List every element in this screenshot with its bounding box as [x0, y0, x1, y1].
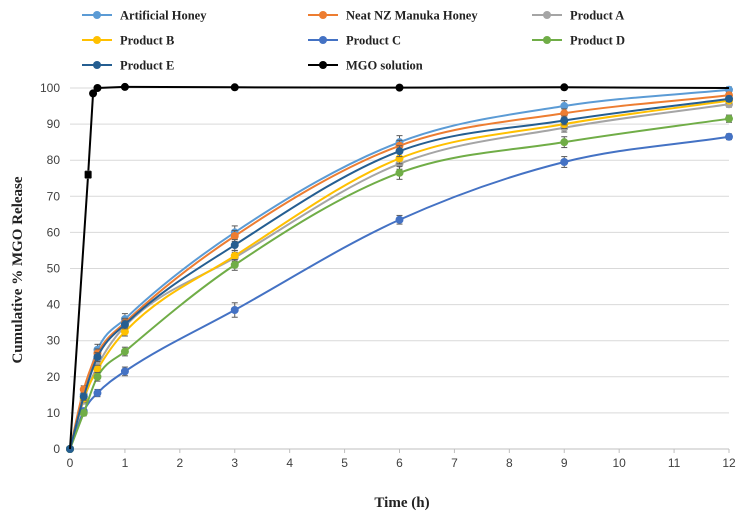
- legend-entry-mgo-solution: MGO solution: [308, 59, 423, 73]
- data-point-product-e-7: [725, 94, 733, 103]
- x-tick-labels: 0 1 2 3 4 5 6 7 8 9 10 11 12: [67, 456, 736, 470]
- data-point-product-b-3: [120, 327, 129, 336]
- legend-label-product-b: Product B: [120, 34, 174, 48]
- y-tick-label-10: 10: [47, 406, 61, 420]
- data-point-product-e-2: [93, 352, 102, 361]
- data-point-artificial-honey-6: [560, 102, 569, 111]
- data-point-product-d-3: [120, 347, 129, 356]
- data-point-product-b-2: [93, 365, 102, 374]
- y-axis-title: Cumulative % MGO Release: [10, 176, 26, 363]
- x-tick-label-11: 11: [668, 456, 681, 470]
- legend-entry-product-c: Product C: [308, 34, 401, 48]
- x-tick-label-2: 2: [176, 456, 183, 470]
- y-tick-labels: 0 10 20 30 40 50 60 70 80 90 100: [40, 81, 60, 456]
- data-point-mgo-solution-3: [93, 84, 102, 92]
- y-tick-label-0: 0: [53, 442, 60, 456]
- legend-swatch-marker: [319, 36, 327, 44]
- legend-label-product-a: Product A: [570, 9, 624, 23]
- legend-entry-product-b: Product B: [82, 34, 174, 48]
- data-point-product-e-3: [120, 320, 129, 329]
- data-point-product-c-7: [725, 132, 733, 141]
- data-point-mgo-solution-4: [120, 82, 129, 91]
- series-product-d: [66, 114, 733, 453]
- legend-entry-product-e: Product E: [82, 59, 174, 73]
- data-point-mgo-solution-5: [230, 83, 239, 92]
- data-point-neat-nz-manuka-honey-4: [230, 232, 239, 241]
- axes: [69, 448, 730, 453]
- x-tick-label-10: 10: [612, 456, 626, 470]
- x-tick-label-3: 3: [231, 456, 238, 470]
- legend-entry-artificial-honey: Artificial Honey: [82, 9, 207, 23]
- y-tick-label-70: 70: [47, 189, 61, 203]
- y-tick-label-90: 90: [47, 117, 61, 131]
- data-point-mgo-solution-1: [84, 171, 92, 179]
- data-point-product-d-1: [79, 408, 88, 417]
- data-point-product-c-6: [560, 158, 569, 167]
- series-product-e: [66, 94, 733, 453]
- x-axis-title: Time (h): [374, 495, 429, 511]
- data-point-product-e-1: [79, 392, 88, 401]
- data-point-product-c-4: [230, 306, 239, 315]
- data-point-product-c-5: [395, 215, 404, 224]
- y-tick-label-60: 60: [47, 225, 61, 239]
- legend: Artificial Honey Neat NZ Manuka Honey Prod…: [82, 9, 625, 73]
- legend-entry-product-a: Product A: [532, 9, 624, 23]
- legend-label-product-d: Product D: [570, 34, 625, 48]
- y-tick-label-80: 80: [47, 153, 61, 167]
- legend-label-product-e: Product E: [120, 59, 174, 73]
- legend-swatch-marker: [543, 11, 551, 19]
- x-tick-label-7: 7: [451, 456, 458, 470]
- legend-swatch-marker: [543, 36, 551, 44]
- data-point-product-c-3: [120, 367, 129, 376]
- data-point-product-e-5: [395, 147, 404, 156]
- legend-label-artificial-honey: Artificial Honey: [120, 9, 207, 23]
- legend-swatch-marker: [93, 61, 101, 69]
- x-tick-label-4: 4: [286, 456, 293, 470]
- x-tick-label-0: 0: [67, 456, 74, 470]
- legend-swatch-marker: [319, 61, 327, 69]
- y-tick-label-40: 40: [47, 298, 61, 312]
- legend-label-neat-nz-manuka-honey: Neat NZ Manuka Honey: [346, 9, 478, 23]
- data-point-mgo-solution-2: [89, 89, 98, 98]
- series-group: [66, 82, 733, 453]
- data-point-product-e-4: [230, 241, 239, 250]
- legend-swatch-marker: [93, 36, 101, 44]
- legend-entry-product-d: Product D: [532, 34, 625, 48]
- x-tick-label-12: 12: [722, 456, 736, 470]
- legend-swatch-marker: [319, 11, 327, 19]
- y-tick-label-20: 20: [47, 370, 61, 384]
- x-tick-label-8: 8: [506, 456, 513, 470]
- x-tick-label-9: 9: [561, 456, 568, 470]
- y-tick-label-50: 50: [47, 262, 61, 276]
- legend-swatch-marker: [93, 11, 101, 19]
- data-point-product-c-2: [93, 389, 102, 398]
- data-point-mgo-solution-7: [560, 83, 569, 92]
- legend-label-product-c: Product C: [346, 34, 401, 48]
- series-mgo-solution: [69, 82, 730, 450]
- legend-entry-neat-nz-manuka-honey: Neat NZ Manuka Honey: [308, 9, 478, 23]
- legend-label-mgo-solution: MGO solution: [346, 59, 423, 73]
- x-tick-label-6: 6: [396, 456, 403, 470]
- data-point-product-d-4: [230, 260, 239, 269]
- data-point-product-b-4: [230, 251, 239, 260]
- y-tick-label-30: 30: [47, 334, 61, 348]
- x-tick-label-1: 1: [122, 456, 129, 470]
- x-tick-label-5: 5: [341, 456, 348, 470]
- y-tick-label-100: 100: [40, 81, 60, 95]
- data-point-product-d-6: [560, 138, 569, 147]
- data-point-product-d-7: [725, 114, 733, 123]
- data-point-product-d-2: [93, 372, 102, 381]
- data-point-product-d-5: [395, 168, 404, 177]
- data-point-product-e-6: [560, 116, 569, 125]
- data-point-mgo-solution-6: [395, 83, 404, 92]
- data-point-neat-nz-manuka-honey-6: [560, 109, 569, 118]
